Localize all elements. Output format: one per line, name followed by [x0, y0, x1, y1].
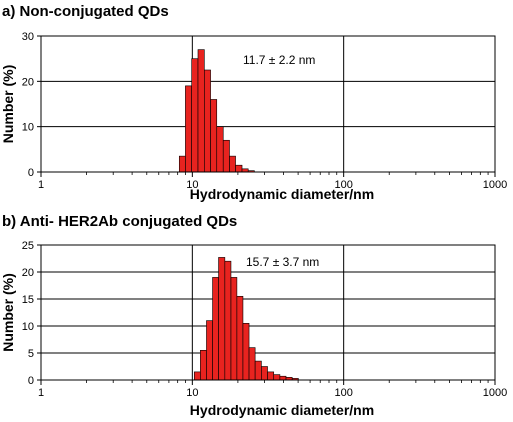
histogram-bar	[230, 277, 238, 381]
histogram-bar	[191, 58, 199, 173]
x-tick-label: 1	[38, 387, 44, 399]
histogram-bar	[235, 164, 243, 173]
x-tick-label: 100	[334, 179, 352, 191]
histogram-bar	[178, 155, 186, 173]
y-tick-label: 30	[22, 31, 34, 43]
chart-panel-1: a) Non-conjugated QDs 1 10 100 1000 0 10 20 30 Hy…	[0, 3, 507, 202]
y-tick-label: 15	[22, 294, 34, 306]
histogram-bar	[206, 320, 213, 381]
histogram-bar	[273, 374, 281, 381]
x-axis-label: Hydrodynamic diameter/nm	[190, 186, 374, 202]
histogram-bar	[267, 371, 275, 381]
x-axis-label: Hydrodynamic diameter/nm	[190, 402, 374, 418]
histogram-bar	[224, 260, 232, 381]
histogram-bar	[218, 257, 226, 381]
histogram-bar	[212, 277, 219, 381]
plot-area	[41, 245, 495, 380]
histogram-bar	[193, 371, 201, 381]
size-annotation: 11.7 ± 2.2 nm	[243, 53, 315, 67]
histogram-bar	[254, 360, 262, 381]
x-tick-label: 1000	[483, 179, 507, 191]
panel-title: b) Anti- HER2Ab conjugated QDs	[2, 213, 237, 230]
y-tick-label: 10	[22, 321, 34, 333]
y-tick-label: 25	[22, 240, 34, 252]
plot-frame	[40, 244, 496, 381]
x-tick-label: 1000	[483, 387, 507, 399]
histogram-bar	[185, 85, 192, 173]
y-tick-label: 20	[22, 267, 34, 279]
y-tick-label: 0	[28, 167, 34, 179]
y-axis-label: Number (%)	[0, 65, 16, 144]
y-tick-label: 20	[22, 76, 34, 88]
x-tick-label: 10	[186, 179, 198, 191]
y-tick-label: 5	[28, 348, 34, 360]
histogram-bar	[222, 139, 230, 173]
histogram-bar	[236, 295, 244, 381]
panel-title: a) Non-conjugated QDs	[2, 3, 169, 20]
histogram-bar	[229, 155, 236, 173]
size-annotation: 15.7 ± 3.7 nm	[246, 255, 319, 269]
histogram-bar	[248, 347, 256, 381]
y-axis-label: Number (%)	[0, 273, 16, 352]
histogram-bar	[279, 375, 287, 381]
histogram-bar	[204, 69, 211, 173]
y-tick-label: 0	[28, 375, 34, 387]
histogram-bar	[210, 99, 218, 173]
plot-area	[41, 36, 495, 172]
x-tick-label: 10	[186, 387, 198, 399]
histogram-bar	[242, 322, 250, 381]
y-tick-label: 10	[22, 122, 34, 134]
plot-frame	[40, 35, 496, 173]
histogram-bar	[197, 49, 205, 173]
histogram-bar	[216, 126, 224, 173]
histogram-bar	[200, 349, 207, 381]
histogram-bar	[261, 366, 268, 381]
x-tick-label: 100	[334, 387, 352, 399]
x-tick-label: 1	[38, 179, 44, 191]
